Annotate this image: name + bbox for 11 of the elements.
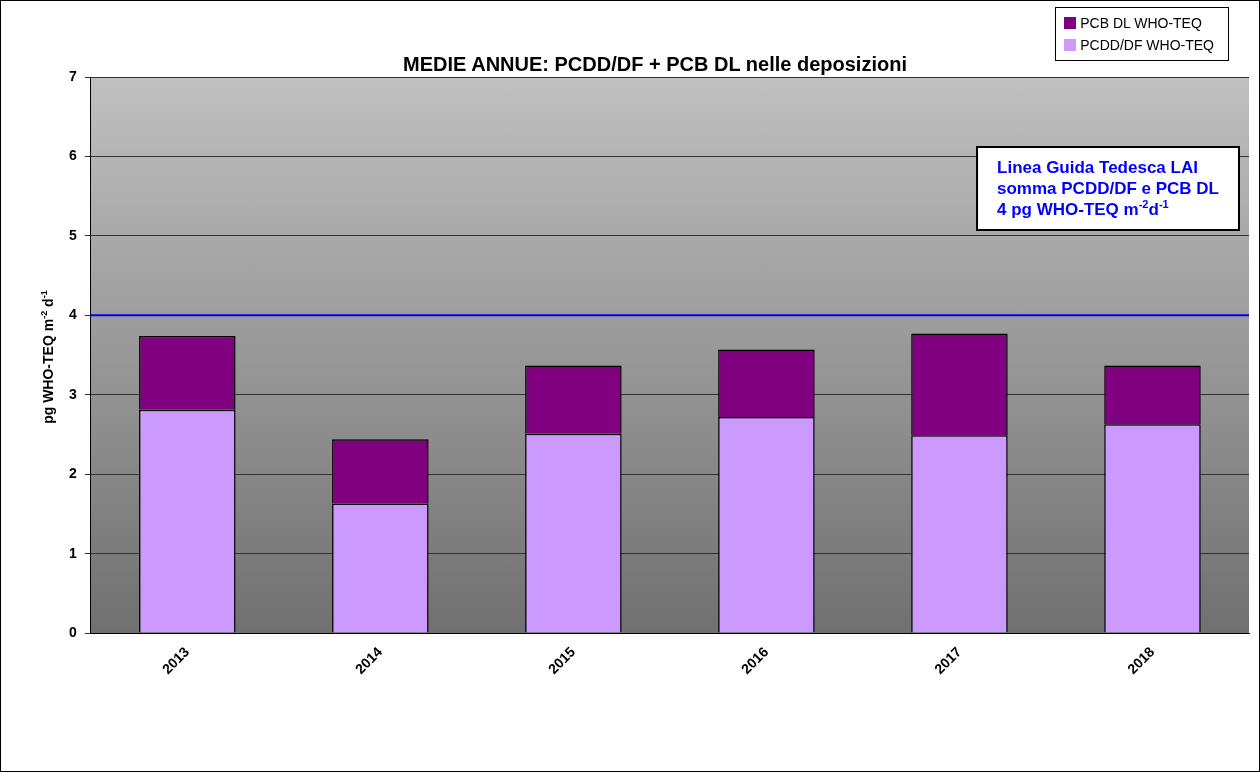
y-tick-label: 5 bbox=[68, 226, 77, 243]
y-tick-label: 0 bbox=[68, 623, 77, 640]
legend-label: PCB DL WHO-TEQ bbox=[1080, 14, 1202, 33]
y-tick-label: 1 bbox=[68, 544, 77, 561]
legend-label: PCDD/DF WHO-TEQ bbox=[1080, 36, 1214, 55]
y-tick-label: 7 bbox=[68, 67, 77, 84]
chart-title: MEDIE ANNUE: PCDD/DF + PCB DL nelle deposizioni bbox=[403, 52, 907, 75]
y-tick-label: 2 bbox=[68, 465, 77, 482]
y-tick-label: 3 bbox=[68, 385, 77, 402]
y-tick-label: 4 bbox=[68, 306, 77, 323]
y-tick-label: 6 bbox=[68, 147, 77, 164]
